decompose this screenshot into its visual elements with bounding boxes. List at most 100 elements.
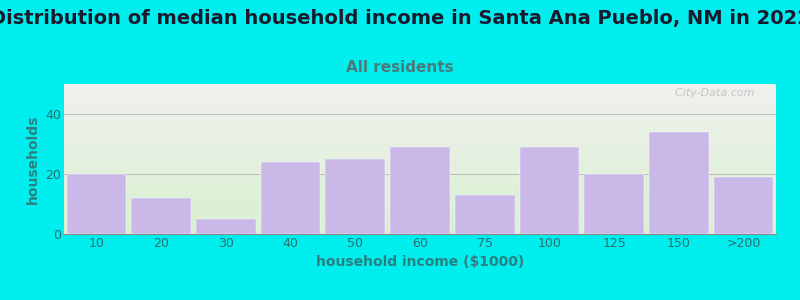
Bar (64, 156, 776, 157)
Bar (64, 131, 776, 132)
Bar (64, 218, 776, 219)
Bar (64, 155, 776, 156)
Bar (64, 126, 776, 127)
Bar (64, 115, 776, 116)
Bar (64, 164, 776, 165)
Bar (64, 205, 776, 206)
Bar (64, 119, 776, 120)
Bar (64, 146, 776, 147)
Bar (64, 88, 776, 89)
Bar (64, 219, 776, 220)
Text: Distribution of median household income in Santa Ana Pueblo, NM in 2022: Distribution of median household income … (0, 9, 800, 28)
Bar (64, 172, 776, 173)
Bar (64, 180, 776, 181)
Bar (64, 118, 776, 119)
Bar (64, 187, 776, 188)
Bar (64, 94, 776, 95)
Bar (64, 160, 776, 161)
Bar (64, 102, 776, 103)
Bar (64, 170, 776, 171)
Bar (64, 152, 776, 153)
Bar (64, 197, 776, 198)
Bar (64, 207, 776, 208)
Bar (64, 206, 776, 207)
Bar (64, 229, 776, 230)
Bar (64, 199, 776, 200)
Bar (64, 192, 776, 193)
Bar (649, 132, 709, 234)
Bar (64, 159, 776, 160)
Bar (64, 176, 776, 177)
Y-axis label: households: households (26, 114, 40, 204)
Bar (64, 179, 776, 180)
Bar (64, 133, 776, 134)
Bar (64, 129, 776, 130)
Bar (64, 122, 776, 123)
Bar (64, 182, 776, 183)
Bar (64, 137, 776, 138)
Bar (520, 147, 579, 234)
Bar (64, 85, 776, 86)
Bar (64, 132, 776, 133)
Bar (64, 105, 776, 106)
Bar (64, 150, 776, 151)
Bar (64, 125, 776, 126)
Bar (64, 139, 776, 140)
Bar (64, 147, 776, 148)
Bar (64, 167, 776, 168)
Bar (64, 210, 776, 211)
Bar (64, 92, 776, 93)
Bar (64, 111, 776, 112)
Bar (64, 166, 776, 167)
Bar (64, 204, 776, 205)
Bar (64, 169, 776, 170)
Bar (64, 116, 776, 117)
Bar (64, 195, 776, 196)
Bar (64, 145, 776, 146)
Bar (64, 217, 776, 218)
Bar (64, 230, 776, 231)
Bar (131, 198, 191, 234)
Bar (64, 174, 776, 175)
Bar (64, 203, 776, 204)
Bar (64, 121, 776, 122)
Text: All residents: All residents (346, 60, 454, 75)
Bar (66, 174, 126, 234)
Bar (64, 228, 776, 229)
Bar (64, 194, 776, 195)
Bar (64, 97, 776, 98)
Bar (64, 169, 776, 170)
Bar (64, 153, 776, 154)
Bar (64, 99, 776, 100)
Bar (64, 142, 776, 143)
Bar (64, 171, 776, 172)
Bar (64, 154, 776, 155)
Bar (64, 163, 776, 164)
Bar (64, 223, 776, 224)
Bar (196, 219, 255, 234)
Bar (585, 174, 644, 234)
Bar (64, 226, 776, 227)
Bar (64, 123, 776, 124)
Bar (64, 227, 776, 228)
Bar (64, 222, 776, 223)
Bar (64, 120, 776, 121)
Bar (64, 168, 776, 169)
Bar (64, 96, 776, 97)
Text: City-Data.com: City-Data.com (668, 88, 754, 98)
Bar (64, 109, 776, 110)
Bar (64, 202, 776, 203)
Bar (64, 114, 776, 115)
Bar (64, 117, 776, 118)
Bar (455, 195, 514, 234)
Bar (64, 128, 776, 129)
Bar (64, 91, 776, 92)
Bar (64, 157, 776, 158)
Bar (64, 189, 776, 190)
Bar (64, 84, 776, 85)
Bar (64, 140, 776, 141)
Bar (64, 161, 776, 162)
Bar (64, 112, 776, 113)
Bar (64, 200, 776, 201)
Bar (64, 93, 776, 94)
